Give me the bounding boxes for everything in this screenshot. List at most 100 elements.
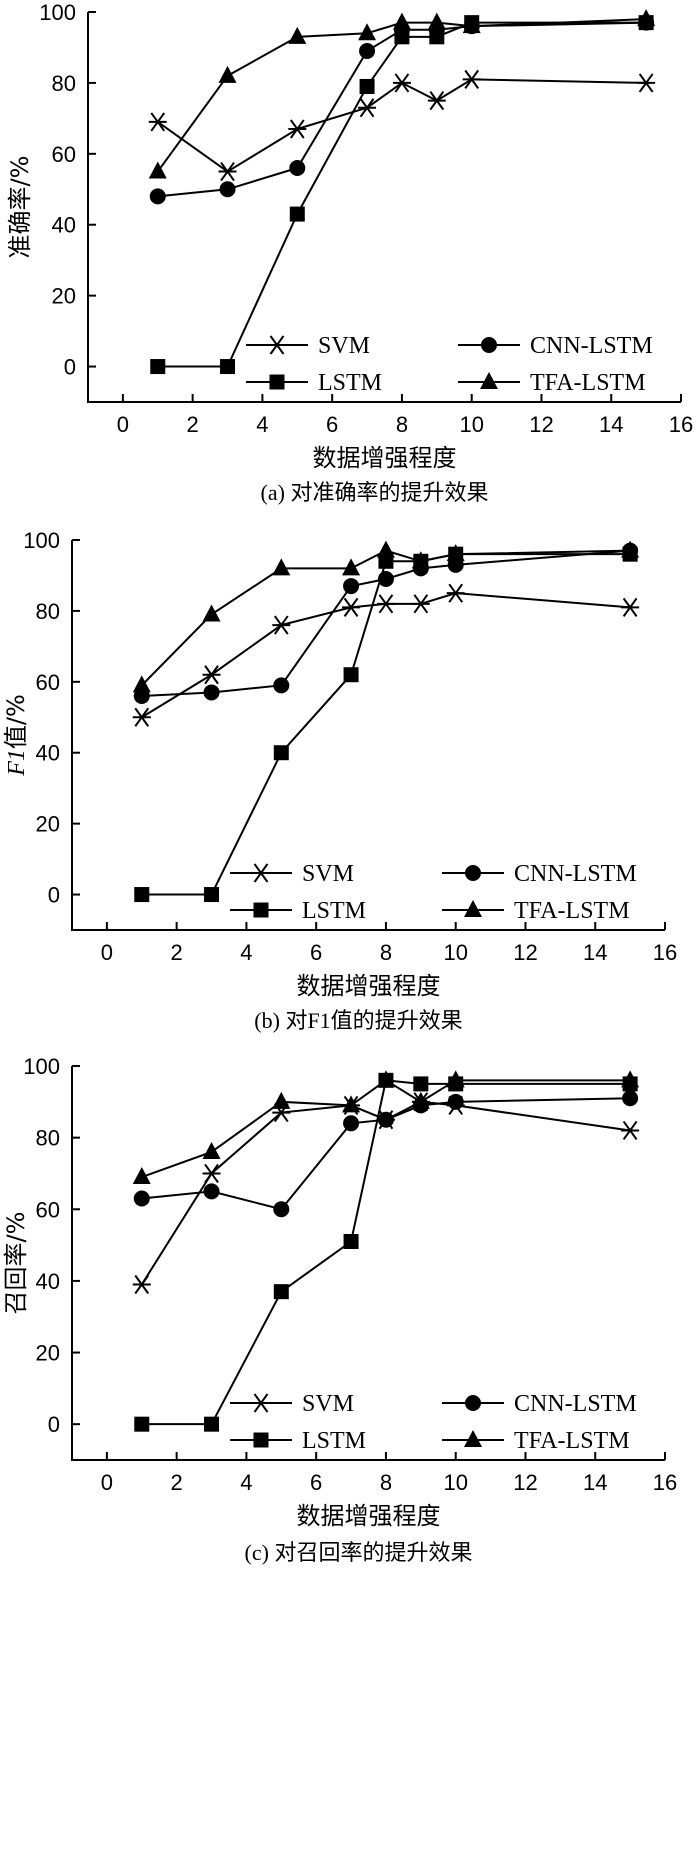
legend-item-lstm: LSTM [230, 1428, 366, 1454]
legend-marker [252, 1393, 270, 1413]
data-point-cnn-lstm [359, 43, 376, 59]
legend-label: TFA-LSTM [530, 370, 646, 396]
x-axis-label: 数据增强程度 [297, 1502, 441, 1530]
data-point-cnn-lstm [273, 1201, 290, 1218]
data-point-tfa-lstm [288, 26, 307, 44]
x-tick-label: 8 [380, 1470, 392, 1495]
chart-panel-a: 0 20 40 60 80 100 0 2 4 6 8 10 12 14 16 数据增强程度 准确率/% (a) … [6, 0, 693, 505]
y-tick-label: 20 [52, 284, 76, 309]
x-axis-label: 数据增强程度 [313, 444, 457, 472]
data-point-cnn-lstm [343, 578, 360, 595]
data-point-svm [358, 98, 377, 118]
y-tick-label: 100 [39, 0, 76, 25]
legend-item-tfa-lstm: TFA-LSTM [442, 898, 630, 924]
legend-label: LSTM [318, 370, 382, 396]
legend-marker [269, 374, 285, 390]
data-point-svm [411, 594, 430, 614]
figure-caption: (c) 对召回率的提升效果 [245, 1540, 473, 1565]
data-point-svm [272, 615, 291, 635]
x-tick-label: 10 [443, 1470, 467, 1495]
x-tick-label: 0 [101, 1470, 113, 1495]
series-line-tfa-lstm [156, 18, 647, 173]
data-point-lstm [273, 745, 289, 761]
axis-lines [71, 1066, 665, 1461]
data-point-cnn-lstm [447, 1093, 464, 1110]
data-point-tfa-lstm [342, 558, 361, 576]
data-point-tfa-lstm [202, 604, 221, 622]
x-tick-label: 10 [459, 412, 483, 437]
data-point-lstm [204, 887, 220, 903]
legend-marker [481, 337, 497, 353]
legend-label: SVM [318, 333, 370, 359]
y-tick-label: 100 [23, 528, 60, 553]
legend-label: SVM [302, 1391, 354, 1417]
data-point-svm [132, 1274, 151, 1295]
x-tick-label: 4 [256, 412, 268, 437]
data-point-svm [218, 161, 237, 182]
x-tick-label: 0 [117, 412, 129, 437]
legend-marker [465, 1395, 481, 1411]
legend-label: SVM [302, 861, 354, 887]
y-tick-label: 80 [52, 71, 76, 96]
x-tick-label: 4 [240, 1470, 252, 1495]
series-tfa-lstm [132, 540, 640, 693]
data-point-svm [462, 69, 481, 89]
legend-item-svm: SVM [230, 1391, 354, 1417]
x-tick-label: 14 [583, 1470, 607, 1495]
data-point-cnn-lstm [377, 1111, 394, 1128]
legend-marker [464, 900, 482, 917]
series-svm [148, 69, 656, 182]
legend-marker [465, 865, 481, 881]
x-tick-label: 6 [326, 412, 338, 437]
x-tick-label: 2 [171, 1470, 183, 1495]
data-point-tfa-lstm [446, 1070, 465, 1088]
legend-marker [253, 1432, 269, 1448]
series-cnn-lstm [133, 1090, 639, 1218]
data-point-tfa-lstm [411, 551, 430, 569]
data-point-svm [427, 91, 446, 111]
series-tfa-lstm [132, 1070, 640, 1185]
x-tick-label: 12 [529, 412, 553, 437]
data-point-tfa-lstm [218, 65, 237, 83]
y-axis-label: 召回率/% [2, 1212, 30, 1315]
legend-item-lstm: LSTM [246, 370, 382, 396]
data-point-tfa-lstm [621, 540, 640, 558]
legend-item-svm: SVM [230, 861, 354, 887]
data-point-lstm [394, 29, 410, 45]
legend-label: TFA-LSTM [514, 898, 630, 924]
x-tick-label: 10 [443, 940, 467, 965]
legend-item-tfa-lstm: TFA-LSTM [442, 1428, 630, 1454]
legend-marker [252, 863, 270, 883]
legend-item-tfa-lstm: TFA-LSTM [458, 370, 646, 396]
x-tick-label: 12 [513, 940, 537, 965]
series-line-lstm [141, 1079, 631, 1426]
data-point-tfa-lstm [202, 1141, 221, 1159]
y-tick-label: 40 [52, 213, 76, 238]
y-tick-label: 60 [52, 142, 76, 167]
data-point-svm [376, 594, 395, 614]
x-tick-label: 16 [653, 940, 677, 965]
data-point-tfa-lstm [621, 1070, 640, 1088]
x-axis-label: 数据增强程度 [297, 972, 441, 1000]
x-tick-label: 4 [240, 940, 252, 965]
data-point-cnn-lstm [219, 181, 236, 198]
data-point-tfa-lstm [446, 544, 465, 562]
x-tick-label: 12 [513, 1470, 537, 1495]
data-point-cnn-lstm [273, 677, 290, 694]
legend-label: TFA-LSTM [514, 1428, 630, 1454]
chart-panel-b: 0 20 40 60 80 100 0 2 4 6 8 10 12 14 16 数据增强程度 F1值/% (b) … [2, 528, 677, 1033]
x-tick-label: 6 [310, 1470, 322, 1495]
data-point-tfa-lstm [392, 12, 411, 30]
y-axis-label-italic: F1 [4, 749, 30, 777]
data-point-svm [621, 1120, 640, 1141]
data-point-cnn-lstm [149, 188, 166, 205]
legend-item-lstm: LSTM [230, 898, 366, 924]
legend-label: LSTM [302, 898, 366, 924]
data-point-tfa-lstm [411, 1091, 430, 1109]
data-point-lstm [150, 359, 166, 375]
y-tick-label: 60 [36, 670, 60, 695]
figure-caption: (b) 对F1值的提升效果 [254, 1008, 462, 1033]
axis-lines [87, 12, 681, 403]
x-tick-label: 6 [310, 940, 322, 965]
